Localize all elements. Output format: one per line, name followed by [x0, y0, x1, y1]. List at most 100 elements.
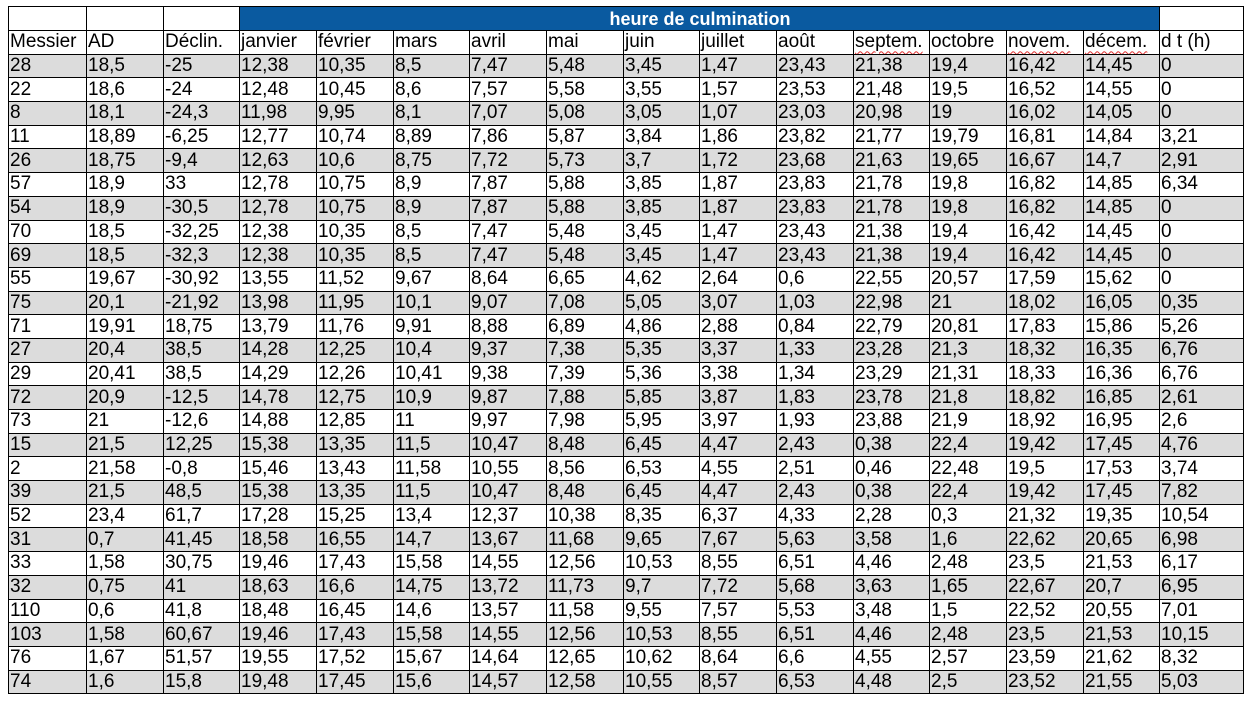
cell-dt[interactable]: 2,6 — [1159, 409, 1244, 434]
cell-messier[interactable]: 28 — [8, 53, 87, 79]
cell-septem[interactable]: 0,38 — [853, 432, 930, 458]
cell-mai[interactable]: 5,48 — [546, 219, 624, 245]
cell-septem[interactable]: 3,58 — [853, 527, 930, 553]
cell-avril[interactable]: 10,55 — [469, 456, 547, 482]
cell-septem[interactable]: 20,98 — [853, 101, 930, 126]
blank-cell[interactable] — [86, 6, 164, 31]
cell-octobre[interactable]: 1,6 — [929, 527, 1007, 553]
column-header-mars[interactable]: mars — [393, 30, 470, 55]
cell-decem[interactable]: 21,53 — [1083, 551, 1160, 576]
cell-fevrier[interactable]: 13,35 — [316, 432, 394, 458]
cell-ad[interactable]: 21,58 — [86, 456, 164, 482]
cell-dt[interactable]: 0 — [1159, 101, 1244, 126]
cell-declin[interactable]: 18,75 — [163, 314, 240, 339]
cell-decem[interactable]: 16,36 — [1083, 361, 1160, 387]
cell-aout[interactable]: 2,51 — [776, 456, 854, 482]
cell-declin[interactable]: -32,25 — [163, 219, 240, 245]
cell-mars[interactable]: 8,6 — [393, 77, 470, 103]
cell-aout[interactable]: 0,84 — [776, 314, 854, 339]
cell-octobre[interactable]: 2,48 — [929, 551, 1007, 576]
cell-declin[interactable]: 33 — [163, 172, 240, 197]
cell-janvier[interactable]: 12,38 — [239, 219, 317, 245]
cell-fevrier[interactable]: 12,75 — [316, 385, 394, 410]
cell-messier[interactable]: 110 — [8, 598, 87, 624]
cell-ad[interactable]: 18,89 — [86, 124, 164, 150]
cell-decem[interactable]: 19,35 — [1083, 503, 1160, 529]
cell-aout[interactable]: 1,33 — [776, 337, 854, 363]
cell-mai[interactable]: 11,73 — [546, 574, 624, 600]
cell-decem[interactable]: 20,65 — [1083, 527, 1160, 553]
cell-decem[interactable]: 17,45 — [1083, 480, 1160, 505]
cell-mars[interactable]: 8,9 — [393, 195, 470, 221]
cell-dt[interactable]: 8,32 — [1159, 645, 1244, 671]
column-header-aout[interactable]: août — [776, 30, 854, 55]
cell-fevrier[interactable]: 10,35 — [316, 243, 394, 268]
cell-ad[interactable]: 1,58 — [86, 622, 164, 647]
cell-octobre[interactable]: 1,65 — [929, 574, 1007, 600]
cell-dt[interactable]: 0 — [1159, 195, 1244, 221]
cell-ad[interactable]: 0,6 — [86, 598, 164, 624]
cell-novem[interactable]: 16,82 — [1006, 195, 1084, 221]
cell-mars[interactable]: 8,5 — [393, 219, 470, 245]
cell-declin[interactable]: 38,5 — [163, 361, 240, 387]
cell-aout[interactable]: 6,51 — [776, 551, 854, 576]
cell-fevrier[interactable]: 15,25 — [316, 503, 394, 529]
cell-aout[interactable]: 23,43 — [776, 219, 854, 245]
cell-octobre[interactable]: 2,57 — [929, 645, 1007, 671]
column-header-messier[interactable]: Messier — [8, 30, 87, 55]
cell-octobre[interactable]: 21,9 — [929, 409, 1007, 434]
cell-janvier[interactable]: 14,29 — [239, 361, 317, 387]
cell-juin[interactable]: 3,85 — [623, 195, 700, 221]
cell-mars[interactable]: 11 — [393, 409, 470, 434]
cell-decem[interactable]: 16,85 — [1083, 385, 1160, 410]
cell-septem[interactable]: 4,46 — [853, 551, 930, 576]
cell-mars[interactable]: 14,75 — [393, 574, 470, 600]
cell-dt[interactable]: 6,76 — [1159, 337, 1244, 363]
cell-dt[interactable]: 0,35 — [1159, 290, 1244, 316]
cell-decem[interactable]: 17,45 — [1083, 432, 1160, 458]
cell-octobre[interactable]: 19 — [929, 101, 1007, 126]
cell-septem[interactable]: 22,98 — [853, 290, 930, 316]
cell-septem[interactable]: 23,78 — [853, 385, 930, 410]
cell-novem[interactable]: 23,5 — [1006, 551, 1084, 576]
cell-novem[interactable]: 17,83 — [1006, 314, 1084, 339]
cell-dt[interactable]: 0 — [1159, 53, 1244, 79]
cell-dt[interactable]: 7,82 — [1159, 480, 1244, 505]
cell-fevrier[interactable]: 16,45 — [316, 598, 394, 624]
cell-janvier[interactable]: 13,55 — [239, 266, 317, 292]
cell-decem[interactable]: 14,7 — [1083, 148, 1160, 174]
cell-mars[interactable]: 11,5 — [393, 480, 470, 505]
cell-fevrier[interactable]: 16,55 — [316, 527, 394, 553]
cell-mai[interactable]: 11,68 — [546, 527, 624, 553]
cell-octobre[interactable]: 19,4 — [929, 243, 1007, 268]
cell-fevrier[interactable]: 10,45 — [316, 77, 394, 103]
cell-juillet[interactable]: 4,47 — [699, 480, 777, 505]
cell-aout[interactable]: 1,34 — [776, 361, 854, 387]
cell-avril[interactable]: 7,47 — [469, 53, 547, 79]
cell-fevrier[interactable]: 17,45 — [316, 669, 394, 695]
cell-avril[interactable]: 13,67 — [469, 527, 547, 553]
cell-decem[interactable]: 14,45 — [1083, 53, 1160, 79]
cell-juillet[interactable]: 8,55 — [699, 622, 777, 647]
cell-dt[interactable]: 0 — [1159, 77, 1244, 103]
cell-ad[interactable]: 1,58 — [86, 551, 164, 576]
cell-juin[interactable]: 3,85 — [623, 172, 700, 197]
cell-avril[interactable]: 7,87 — [469, 195, 547, 221]
cell-juin[interactable]: 10,62 — [623, 645, 700, 671]
cell-dt[interactable]: 6,98 — [1159, 527, 1244, 553]
cell-fevrier[interactable]: 10,75 — [316, 195, 394, 221]
cell-ad[interactable]: 18,5 — [86, 219, 164, 245]
column-header-janvier[interactable]: janvier — [239, 30, 317, 55]
cell-avril[interactable]: 7,57 — [469, 77, 547, 103]
cell-juin[interactable]: 10,55 — [623, 669, 700, 695]
cell-juillet[interactable]: 1,87 — [699, 195, 777, 221]
cell-decem[interactable]: 16,95 — [1083, 409, 1160, 434]
cell-janvier[interactable]: 15,38 — [239, 480, 317, 505]
cell-fevrier[interactable]: 17,43 — [316, 622, 394, 647]
cell-messier[interactable]: 52 — [8, 503, 87, 529]
cell-septem[interactable]: 21,77 — [853, 124, 930, 150]
cell-janvier[interactable]: 17,28 — [239, 503, 317, 529]
cell-aout[interactable]: 2,43 — [776, 432, 854, 458]
cell-septem[interactable]: 21,38 — [853, 219, 930, 245]
cell-messier[interactable]: 39 — [8, 480, 87, 505]
